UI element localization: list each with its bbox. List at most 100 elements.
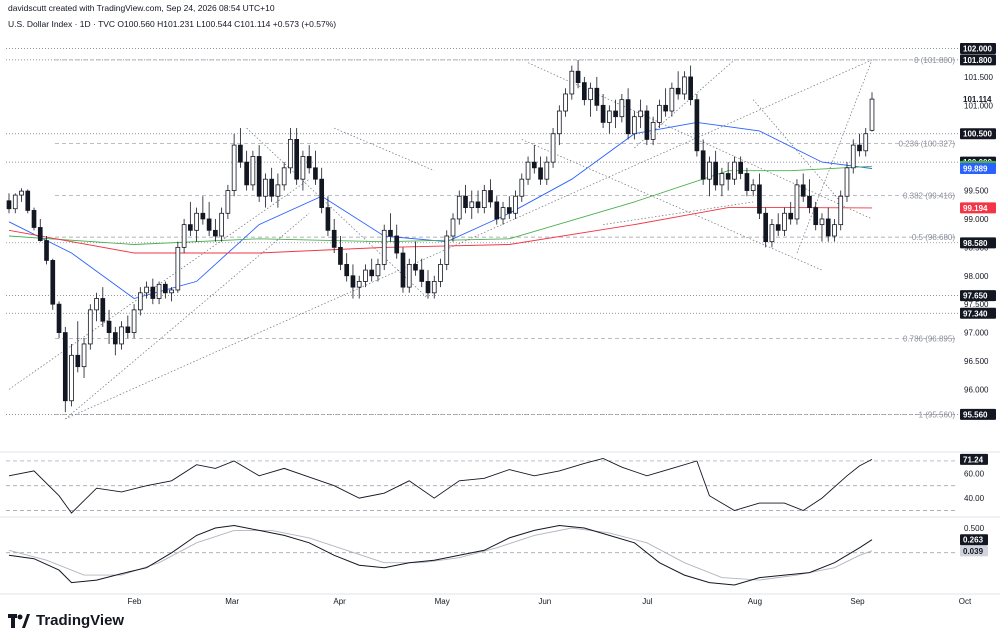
candle-body	[556, 110, 562, 135]
candle-body	[750, 184, 756, 191]
candle	[844, 162, 850, 202]
candle	[788, 201, 794, 225]
candle-body	[807, 195, 812, 208]
price-label: 99.889	[960, 162, 996, 174]
candle	[81, 338, 87, 379]
price-axis-tick: 97.500	[964, 300, 989, 309]
candle-body	[513, 195, 518, 214]
candle-body	[832, 224, 837, 237]
candle	[131, 304, 137, 339]
candle	[744, 167, 750, 197]
time-axis-tick: Sep	[850, 597, 865, 606]
candle-body	[838, 195, 844, 226]
macd-line	[8, 524, 873, 586]
candle-body	[450, 218, 456, 237]
candle-body	[181, 224, 187, 248]
price-label-text: 102.000	[963, 45, 992, 54]
candle	[538, 156, 543, 185]
candle	[607, 105, 612, 134]
price-label-text: 101.800	[963, 56, 992, 65]
candle	[488, 179, 493, 208]
candle-body	[794, 184, 800, 220]
rsi-value-box	[960, 453, 988, 465]
candle-body	[194, 212, 199, 231]
candle-body	[281, 167, 287, 186]
candle-body	[619, 99, 625, 118]
candle	[181, 218, 187, 254]
price-axis-tick: 97.000	[964, 329, 989, 338]
candle	[444, 230, 450, 271]
candle-body	[563, 93, 568, 112]
candle	[838, 190, 844, 231]
candle	[288, 128, 293, 174]
candle	[263, 173, 268, 208]
candle	[525, 156, 531, 185]
candle	[663, 88, 668, 117]
candle	[156, 281, 162, 305]
candle-body	[400, 252, 406, 288]
tradingview-logo[interactable]: TradingView	[8, 612, 124, 629]
candle	[19, 188, 24, 202]
candle-body	[175, 246, 181, 291]
candle	[250, 150, 256, 191]
candle	[450, 213, 456, 242]
candle-body	[632, 116, 637, 135]
candle-body	[6, 200, 12, 210]
candle-body	[544, 161, 550, 180]
candle-body	[419, 269, 425, 282]
candle-body	[713, 161, 718, 186]
price-label: 101.114	[963, 95, 992, 104]
candle	[650, 116, 656, 146]
candle-body	[306, 156, 312, 169]
candle	[832, 218, 837, 242]
fib-level-label: 0 (101.800)	[914, 56, 955, 65]
candle	[137, 287, 143, 316]
candle-body	[131, 309, 137, 333]
candle-body	[31, 210, 37, 228]
candle-body	[682, 76, 687, 95]
candle	[775, 213, 781, 236]
candle-body	[106, 320, 112, 333]
price-label-box	[960, 43, 996, 55]
ohlc-legend: U.S. Dollar Index · 1D · TVC O100.560 H1…	[8, 19, 337, 29]
candle-body	[150, 286, 156, 299]
candle-body	[325, 207, 331, 231]
candle	[819, 213, 825, 242]
candle	[719, 167, 725, 197]
candle-body	[575, 70, 581, 84]
candle-body	[463, 195, 468, 208]
candle	[638, 99, 643, 129]
candle-body	[250, 156, 256, 186]
candle-body	[732, 161, 737, 180]
candle	[550, 128, 556, 168]
candle	[581, 76, 587, 106]
candle	[319, 167, 325, 214]
candle-body	[313, 167, 318, 180]
candle	[800, 173, 806, 202]
candle-body	[188, 224, 193, 231]
macd-signal-box	[960, 545, 988, 557]
candle-body	[381, 229, 387, 265]
candle-body	[294, 139, 300, 180]
candle	[356, 275, 362, 299]
candle-body	[625, 99, 631, 135]
price-axis-tick: 99.000	[964, 215, 989, 224]
candle-body	[707, 161, 712, 180]
price-label-box	[960, 237, 996, 249]
trendline	[752, 99, 841, 203]
price-label-box	[960, 128, 996, 140]
candle	[406, 258, 412, 293]
candle-body	[531, 161, 537, 169]
candle	[400, 247, 406, 293]
candle	[344, 253, 350, 282]
candle	[325, 196, 331, 236]
candle	[119, 321, 124, 350]
candle	[732, 156, 737, 185]
candle-body	[25, 190, 31, 211]
candle-body	[675, 87, 681, 95]
price-label: 101.800	[960, 54, 996, 66]
candle	[494, 196, 500, 225]
candle-body	[275, 184, 281, 197]
candle	[688, 65, 693, 106]
